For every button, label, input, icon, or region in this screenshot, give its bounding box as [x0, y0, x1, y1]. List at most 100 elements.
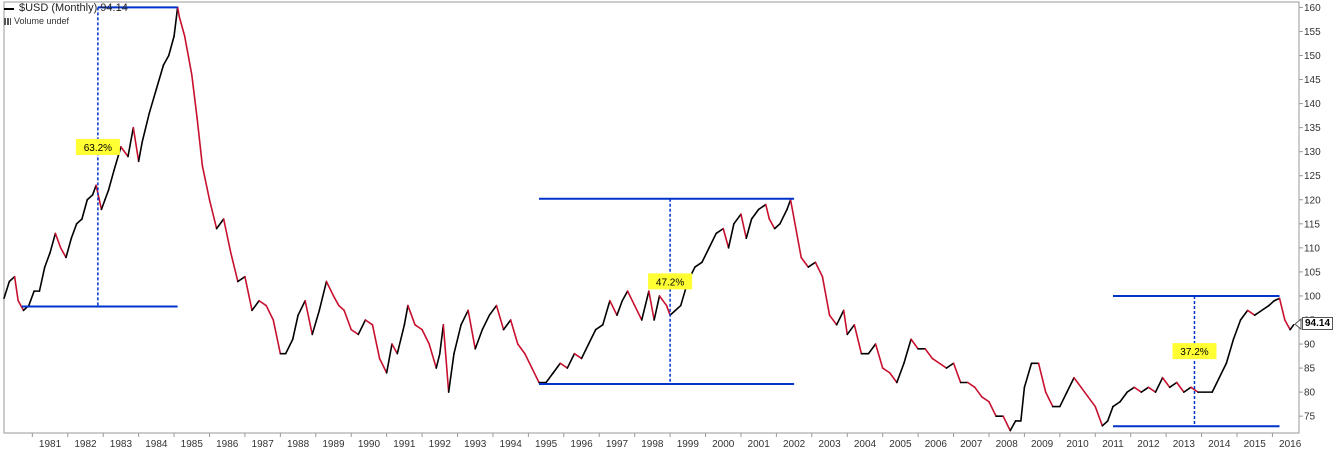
volume-bars-icon	[4, 18, 11, 25]
last-value-label: 94.14	[1302, 317, 1334, 331]
x-tick-label: 2006	[925, 439, 948, 450]
price-segment	[674, 304, 682, 312]
price-segment	[43, 251, 51, 268]
price-segment	[552, 362, 562, 374]
price-segment	[1020, 386, 1026, 422]
price-segment	[442, 323, 450, 393]
price-segment	[974, 386, 983, 398]
price-segment	[896, 362, 905, 384]
x-tick-label: 1989	[322, 439, 345, 450]
price-segment	[814, 261, 824, 278]
price-segment	[190, 73, 198, 119]
price-segment	[764, 203, 771, 220]
price-segment	[740, 213, 748, 240]
y-tick-label: 160	[1304, 3, 1321, 14]
x-tick-label: 2016	[1279, 439, 1302, 450]
x-tick-label: 1986	[216, 439, 239, 450]
measure-label-bg	[75, 138, 120, 155]
price-segment	[945, 362, 955, 369]
price-segment	[626, 290, 636, 307]
y-tick-label: 130	[1304, 147, 1321, 158]
x-tick-label: 1988	[287, 439, 310, 450]
price-segment	[107, 170, 115, 191]
x-tick-label: 1991	[393, 439, 416, 450]
measure-label: 47.2%	[656, 277, 684, 288]
price-segment	[1239, 309, 1249, 321]
price-segment	[447, 352, 455, 393]
price-segment	[745, 218, 753, 240]
price-segment	[481, 314, 491, 331]
price-segment	[1023, 362, 1033, 389]
x-tick-label: 1987	[252, 439, 275, 450]
price-segment	[1009, 420, 1017, 432]
price-segment	[768, 218, 776, 230]
price-segment	[338, 304, 345, 312]
price-segment	[467, 309, 477, 350]
price-segment	[888, 372, 898, 384]
price-segment	[524, 352, 533, 369]
price-segment	[378, 357, 388, 374]
x-tick-label: 1985	[181, 439, 204, 450]
price-segment	[1175, 381, 1185, 393]
price-segment	[1246, 309, 1256, 316]
price-segment	[853, 323, 863, 355]
x-tick-label: 2010	[1066, 439, 1089, 450]
x-tick-label: 1992	[429, 439, 452, 450]
price-segment	[488, 304, 498, 316]
price-segment	[587, 328, 597, 345]
price-segment	[173, 6, 179, 38]
price-segment	[874, 343, 884, 369]
price-segment	[1073, 376, 1082, 389]
price-segment	[364, 319, 374, 326]
price-segment	[616, 299, 624, 316]
x-tick-label: 2004	[854, 439, 877, 450]
x-tick-label: 1994	[500, 439, 523, 450]
price-segment	[821, 275, 831, 316]
price-segment	[669, 309, 677, 316]
price-segment	[733, 213, 742, 225]
price-segment	[665, 304, 671, 316]
price-segment	[910, 338, 919, 350]
y-tick-label: 80	[1304, 388, 1316, 399]
price-segment	[1183, 386, 1192, 393]
price-segment	[938, 362, 948, 369]
y-tick-label: 75	[1304, 412, 1316, 423]
price-segment	[1218, 362, 1228, 379]
y-tick-label: 85	[1304, 364, 1316, 375]
x-tick-label: 2015	[1244, 439, 1267, 450]
price-segment	[609, 299, 618, 316]
chart-header: $USD (Monthly) 94.14 Volume undef	[4, 2, 128, 28]
price-segment	[229, 251, 239, 283]
price-segment	[127, 126, 135, 158]
price-segment	[81, 198, 89, 220]
price-segment	[793, 218, 802, 259]
price-segment	[601, 299, 611, 326]
price-segment	[167, 35, 175, 57]
price-segment	[1211, 376, 1221, 393]
price-segment	[176, 6, 181, 18]
price-segment	[1080, 386, 1089, 398]
price-segment	[237, 275, 246, 283]
price-segment	[789, 198, 795, 220]
price-segment	[1002, 415, 1012, 432]
price-segment	[311, 309, 321, 336]
price-segment	[701, 247, 710, 264]
price-segment	[1119, 391, 1128, 403]
measure-label-bg	[648, 273, 693, 290]
price-segment	[258, 299, 267, 307]
x-tick-label: 2002	[783, 439, 806, 450]
price-segment	[715, 227, 725, 235]
price-segment	[350, 328, 360, 336]
price-segment	[1037, 362, 1047, 393]
price-segment	[474, 328, 484, 350]
price-segment	[183, 35, 193, 76]
price-segment	[580, 343, 590, 360]
price-segment	[495, 304, 505, 331]
x-tick-label: 2011	[1102, 439, 1124, 450]
price-segment	[640, 290, 650, 321]
x-tick-label: 2007	[960, 439, 983, 450]
price-segment	[95, 184, 103, 211]
price-segment	[727, 223, 735, 249]
price-segment	[137, 141, 143, 163]
